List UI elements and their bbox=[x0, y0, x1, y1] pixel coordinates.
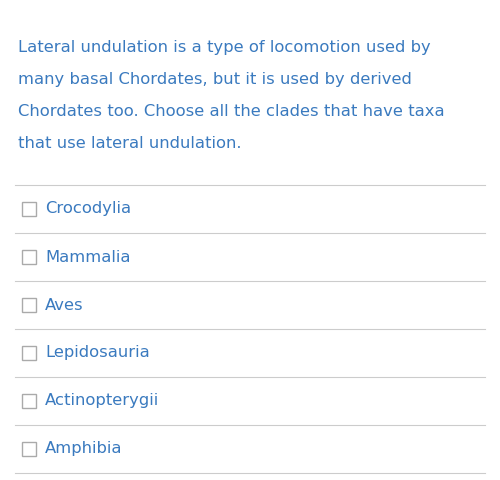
FancyBboxPatch shape bbox=[22, 298, 36, 312]
Text: Crocodylia: Crocodylia bbox=[45, 202, 131, 216]
Text: Amphibia: Amphibia bbox=[45, 442, 122, 456]
FancyBboxPatch shape bbox=[22, 346, 36, 360]
FancyBboxPatch shape bbox=[22, 202, 36, 216]
Text: Actinopterygii: Actinopterygii bbox=[45, 394, 159, 408]
Text: Lateral undulation is a type of locomotion used by: Lateral undulation is a type of locomoti… bbox=[18, 40, 431, 55]
Text: Lepidosauria: Lepidosauria bbox=[45, 346, 150, 360]
FancyBboxPatch shape bbox=[22, 250, 36, 264]
Text: that use lateral undulation.: that use lateral undulation. bbox=[18, 136, 242, 151]
FancyBboxPatch shape bbox=[22, 442, 36, 456]
Text: Aves: Aves bbox=[45, 298, 84, 312]
Text: Chordates too. Choose all the clades that have taxa: Chordates too. Choose all the clades tha… bbox=[18, 104, 444, 119]
FancyBboxPatch shape bbox=[22, 394, 36, 408]
Text: Mammalia: Mammalia bbox=[45, 250, 130, 264]
Text: many basal Chordates, but it is used by derived: many basal Chordates, but it is used by … bbox=[18, 72, 412, 87]
